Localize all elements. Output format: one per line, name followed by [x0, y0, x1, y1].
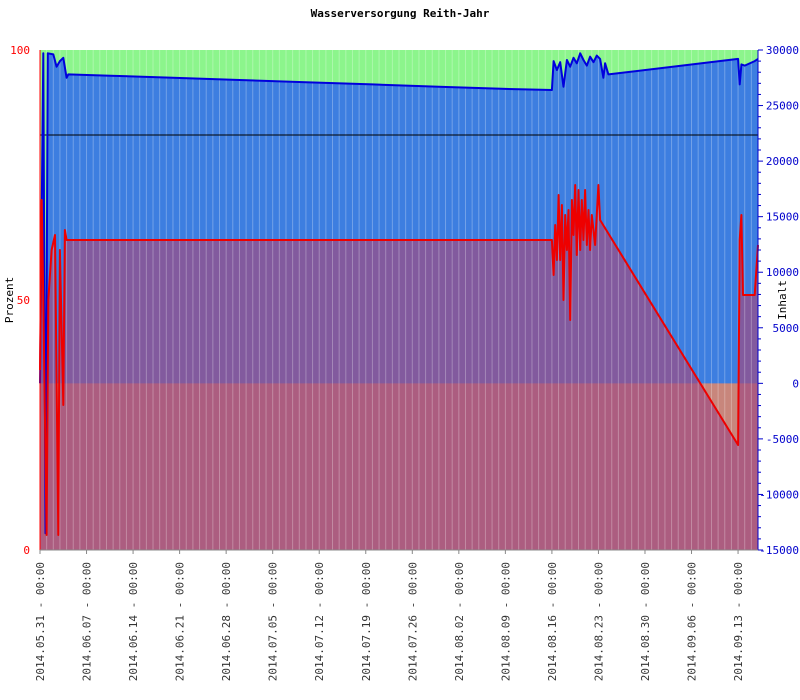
chart-title: Wasserversorgung Reith-Jahr — [311, 7, 490, 20]
y-right-tick-label: -15000 — [759, 544, 799, 557]
x-tick-label: 2014.09.13 - 00:00 — [732, 562, 745, 681]
x-tick-label: 2014.06.14 - 00:00 — [127, 562, 140, 681]
y-right-tick-label: 20000 — [766, 155, 799, 168]
y-right-tick-label: -5000 — [766, 433, 799, 446]
x-tick-label: 2014.05.31 - 00:00 — [34, 562, 47, 681]
y-right-tick-label: 10000 — [766, 266, 799, 279]
x-tick-label: 2014.06.07 - 00:00 — [81, 562, 94, 681]
x-tick-label: 2014.08.23 - 00:00 — [592, 562, 605, 681]
prozent-line — [39, 184, 759, 536]
y-axis-right-label: Inhalt — [776, 280, 789, 320]
x-tick-label: 2014.09.06 - 00:00 — [686, 562, 699, 681]
x-tick-label: 2014.07.26 - 00:00 — [406, 562, 419, 681]
x-tick-label: 2014.06.28 - 00:00 — [220, 562, 233, 681]
x-tick-label: 2014.07.05 - 00:00 — [267, 562, 280, 681]
x-tick-label: 2014.08.30 - 00:00 — [639, 562, 652, 681]
x-tick-label: 2014.07.19 - 00:00 — [360, 562, 373, 681]
x-tick-label: 2014.08.16 - 00:00 — [546, 562, 559, 681]
y-left-tick-label: 50 — [17, 294, 30, 307]
y-axis-left-label: Prozent — [3, 277, 16, 323]
y-right-tick-label: 25000 — [766, 100, 799, 113]
y-right-tick-label: 0 — [792, 377, 799, 390]
x-tick-label: 2014.08.02 - 00:00 — [453, 562, 466, 681]
y-right-tick-label: 30000 — [766, 44, 799, 57]
inhalt-line — [39, 52, 759, 535]
x-tick-label: 2014.08.09 - 00:00 — [499, 562, 512, 681]
y-left-tick-label: 0 — [23, 544, 30, 557]
x-tick-label: 2014.07.12 - 00:00 — [313, 562, 326, 681]
x-tick-label: 2014.06.21 - 00:00 — [174, 562, 187, 681]
y-right-tick-label: 5000 — [773, 322, 800, 335]
y-right-tick-label: 15000 — [766, 211, 799, 224]
y-left-tick-label: 100 — [10, 44, 30, 57]
prozent-area — [40, 185, 758, 550]
plot-area — [39, 50, 759, 550]
axes: 0 50 100 -15000 -10000 -5000 0 5000 10000 15000 20… — [10, 44, 799, 681]
y-right-tick-label: -10000 — [759, 488, 799, 501]
